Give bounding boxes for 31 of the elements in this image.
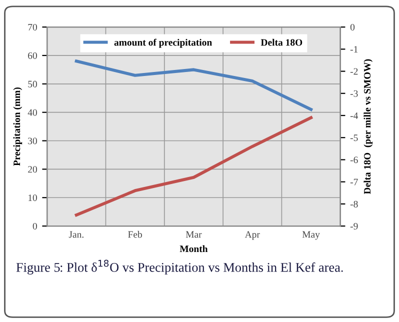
legend-label: amount of precipitation xyxy=(114,38,212,48)
x-tick-label: Feb xyxy=(128,230,142,238)
y-tick-label: 20 xyxy=(28,166,37,173)
y-tick-label: 40 xyxy=(28,109,37,116)
y2-tick-label: -6 xyxy=(350,156,358,164)
x-axis-title: Month xyxy=(180,245,208,252)
y-tick-label: 70 xyxy=(28,24,37,31)
y2-tick-label: -4 xyxy=(350,112,358,119)
x-tick-label: Jan. xyxy=(68,231,84,238)
line-series xyxy=(74,60,313,112)
y2-axis-title: Delta 18O (per mille vs SMOW) xyxy=(364,59,373,194)
y-tick-label: 10 xyxy=(28,194,37,202)
y2-tick-label: -5 xyxy=(350,134,358,142)
y-axis-title: Precipitation (mm) xyxy=(13,88,22,166)
y2-tick-label: -9 xyxy=(350,222,358,230)
y-tick-label: 60 xyxy=(28,52,37,59)
y2-tick-label: -3 xyxy=(350,90,358,97)
x-tick-label: Mar xyxy=(186,231,202,238)
y-tick-label: 0 xyxy=(32,222,37,230)
line-series xyxy=(74,116,313,217)
y2-tick-label: -1 xyxy=(350,46,358,53)
y-tick-label: 50 xyxy=(28,80,37,88)
y2-tick-label: -7 xyxy=(350,178,358,186)
y-tick-label: 30 xyxy=(28,138,37,144)
y2-tick-label: 0 xyxy=(350,24,355,31)
x-tick-label: May xyxy=(302,231,320,240)
y2-tick-label: -2 xyxy=(350,68,358,75)
legend-label: Delta 18O xyxy=(260,38,302,46)
caption: Figure 5: Plot δ$^{18}$O vs Precipitation vs Months in El Kef area. xyxy=(16,260,343,275)
y2-tick-label: -8 xyxy=(350,200,358,208)
x-tick-label: Apr xyxy=(244,231,260,240)
